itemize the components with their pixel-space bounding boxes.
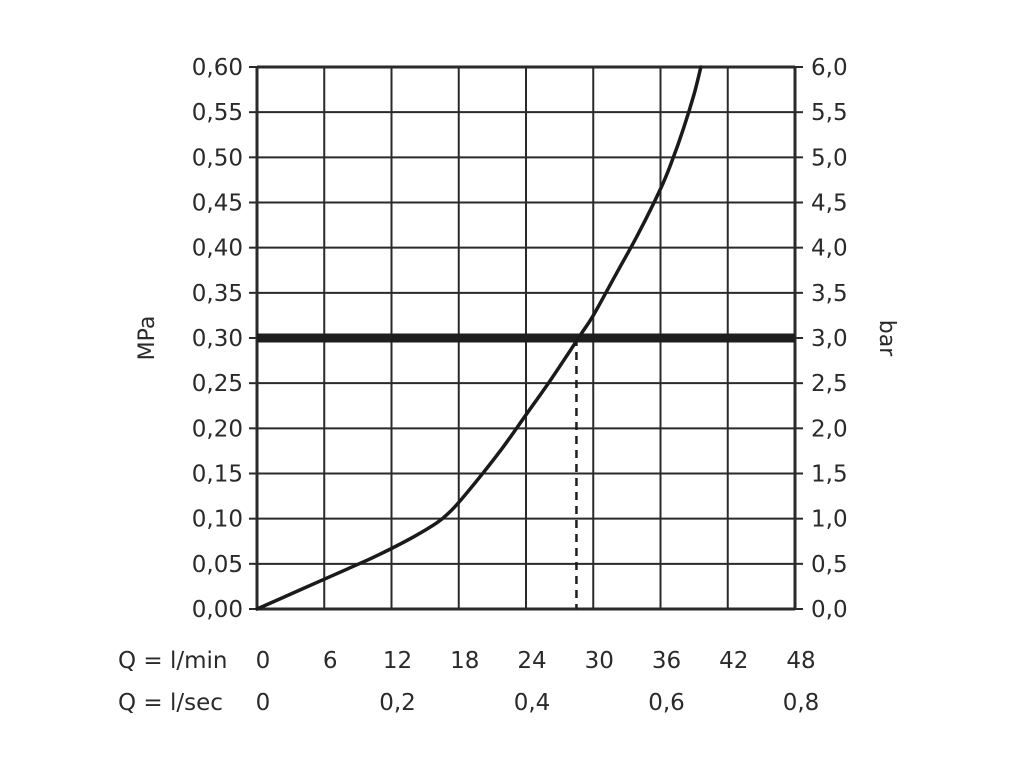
y-tick-label-left: 0,30: [192, 326, 243, 352]
y-tick-label-left: 0,20: [192, 416, 243, 442]
y-axis-right-label: bar: [874, 320, 899, 357]
tick-labels: 0,000,050,100,150,200,250,300,350,400,45…: [192, 55, 848, 716]
x-tick-label-lmin: 18: [450, 648, 479, 674]
y-tick-label-left: 0,35: [192, 281, 243, 307]
x-tick-label-lmin: 12: [383, 648, 412, 674]
y-tick-label-right: 1,5: [811, 462, 848, 488]
y-tick-label-right: 3,0: [811, 326, 848, 352]
x-axis-lmin-label: Q = l/min: [118, 648, 228, 674]
y-tick-label-left: 0,10: [192, 507, 243, 533]
x-axis-lsec-label: Q = l/sec: [118, 690, 223, 716]
y-tick-label-right: 2,0: [811, 416, 848, 442]
y-tick-label-right: 6,0: [811, 55, 848, 81]
y-axis-left-label: MPa: [135, 316, 160, 361]
pressure-curve-series-0: [255, 65, 703, 611]
x-tick-label-lmin: 36: [652, 648, 681, 674]
x-tick-label-lmin: 30: [585, 648, 614, 674]
reference-layer: [257, 333, 795, 609]
y-tick-label-left: 0,45: [192, 191, 243, 217]
chart-grid: [249, 65, 803, 611]
y-tick-label-left: 0,50: [192, 145, 243, 171]
x-tick-label-lmin: 48: [786, 648, 815, 674]
x-tick-label-lsec: 0,2: [379, 690, 416, 716]
y-tick-label-right: 4,0: [811, 236, 848, 262]
y-tick-label-left: 0,60: [192, 55, 243, 81]
y-tick-label-left: 0,55: [192, 100, 243, 126]
y-tick-label-right: 0,5: [811, 552, 848, 578]
x-tick-label-lmin: 42: [719, 648, 748, 674]
x-tick-label-lsec: 0,8: [783, 690, 820, 716]
y-tick-label-right: 5,0: [811, 145, 848, 171]
y-tick-label-right: 4,5: [811, 191, 848, 217]
y-tick-label-right: 5,5: [811, 100, 848, 126]
y-tick-label-right: 1,0: [811, 507, 848, 533]
y-tick-label-right: 3,5: [811, 281, 848, 307]
x-tick-label-lsec: 0: [256, 690, 271, 716]
y-tick-label-left: 0,25: [192, 371, 243, 397]
curve-layer: [255, 65, 703, 611]
x-tick-label-lmin: 6: [323, 648, 338, 674]
x-tick-label-lmin: 24: [517, 648, 546, 674]
y-tick-label-left: 0,00: [192, 597, 243, 623]
y-tick-label-left: 0,40: [192, 236, 243, 262]
x-tick-label-lmin: 0: [256, 648, 271, 674]
y-tick-label-right: 0,0: [811, 597, 848, 623]
y-tick-label-right: 2,5: [811, 371, 848, 397]
x-tick-label-lsec: 0,4: [514, 690, 551, 716]
y-tick-label-left: 0,15: [192, 462, 243, 488]
y-tick-label-left: 0,05: [192, 552, 243, 578]
x-tick-label-lsec: 0,6: [648, 690, 685, 716]
